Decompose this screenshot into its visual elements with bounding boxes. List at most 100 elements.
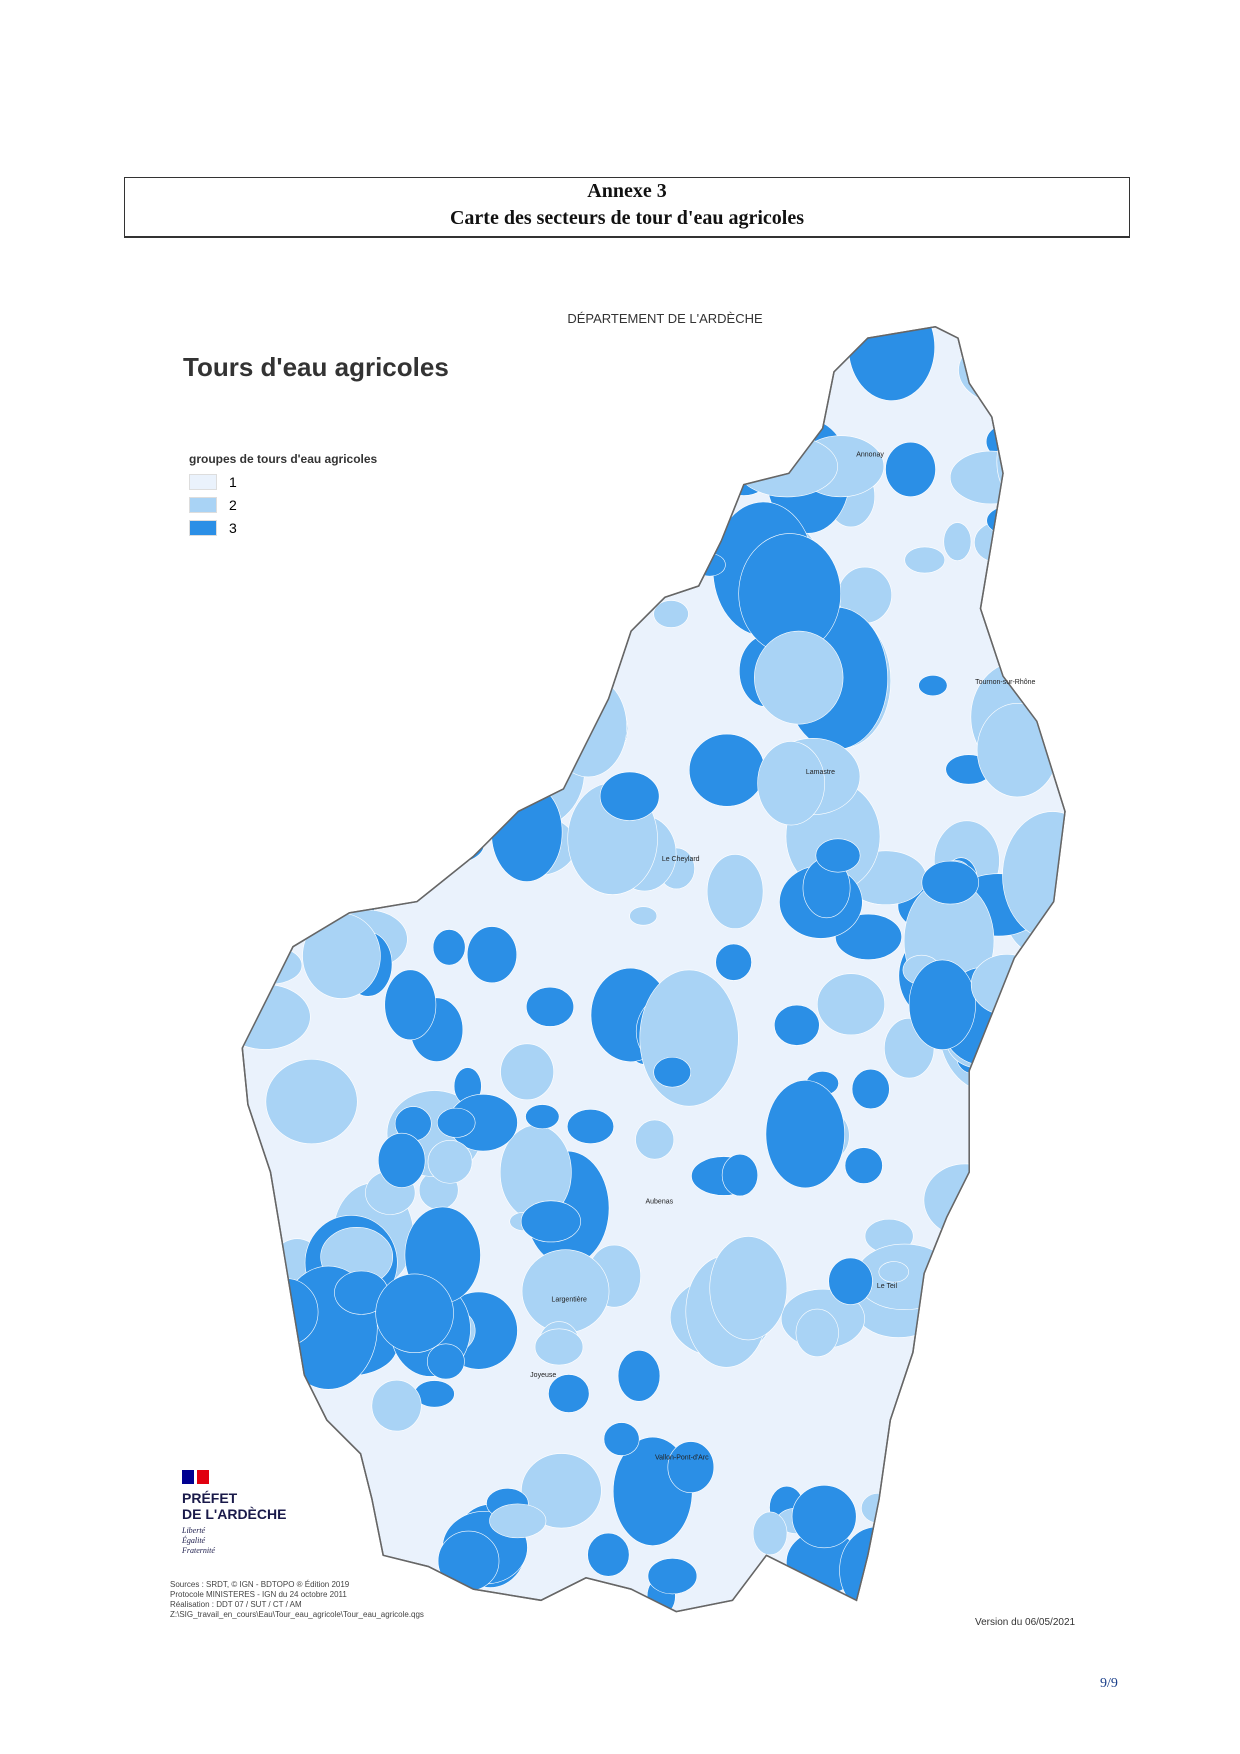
- place-label: Annonay: [856, 451, 884, 458]
- sector: [721, 1153, 759, 1197]
- sector: [566, 1109, 615, 1144]
- legend-swatch: [189, 473, 217, 490]
- sector: [861, 1493, 896, 1524]
- sector: [948, 1238, 980, 1270]
- sector: [404, 584, 465, 650]
- sector: [265, 1059, 358, 1145]
- sector: [617, 1350, 661, 1402]
- legend-label: 3: [229, 519, 237, 536]
- sector: [966, 1343, 1000, 1368]
- sector: [1031, 1158, 1066, 1188]
- sector: [242, 946, 303, 985]
- sector: [437, 1530, 500, 1592]
- version: Version du 06/05/2021: [975, 1617, 1076, 1628]
- sector: [613, 326, 685, 406]
- sector: [791, 1485, 857, 1549]
- logo-motto: Égalité: [182, 1536, 206, 1545]
- source-line: Protocole MINISTERES - IGN du 24 octobre…: [170, 1590, 347, 1599]
- place-label: Largentière: [551, 1297, 587, 1304]
- map-title: Tours d'eau agricoles: [183, 352, 449, 382]
- logo-motto: Liberté: [182, 1526, 206, 1535]
- page-number: 9/9: [1100, 1676, 1118, 1691]
- sector: [709, 1236, 788, 1341]
- sector: [1002, 811, 1066, 940]
- sector: [302, 846, 331, 883]
- sector: [489, 1503, 547, 1539]
- sector: [548, 1374, 590, 1413]
- header-title: Annexe 3: [587, 180, 667, 202]
- place-label: Le Cheylard: [662, 856, 700, 863]
- sector: [286, 599, 326, 624]
- logo-flag: [182, 1470, 286, 1484]
- place-label: Aubenas: [645, 1199, 673, 1206]
- sector: [970, 954, 1044, 1016]
- sector: [976, 1281, 1036, 1334]
- sector: [242, 561, 323, 666]
- sector: [242, 696, 276, 769]
- sector: [481, 395, 515, 428]
- legend-swatch: [189, 519, 217, 536]
- sector: [330, 595, 398, 683]
- sector: [798, 326, 846, 365]
- sector: [525, 1104, 560, 1130]
- legend-title: groupes de tours d'eau agricoles: [189, 452, 378, 466]
- sector: [773, 1004, 820, 1046]
- sector: [500, 1043, 555, 1101]
- sector: [465, 505, 504, 549]
- sector: [294, 401, 337, 428]
- sector: [242, 764, 290, 814]
- sector: [511, 604, 562, 641]
- sector: [717, 449, 750, 476]
- sector: [591, 326, 622, 364]
- sector: [949, 450, 1033, 505]
- sector: [757, 741, 825, 826]
- sector: [943, 522, 972, 561]
- sector: [242, 984, 311, 1050]
- sector: [464, 612, 533, 665]
- sector: [908, 959, 976, 1050]
- sector: [375, 1273, 454, 1354]
- logo-line1: PRÉFET: [182, 1490, 238, 1506]
- sector: [958, 336, 1050, 405]
- legend-label: 1: [229, 473, 237, 490]
- sector: [426, 1343, 465, 1380]
- sector: [377, 1132, 426, 1188]
- sources: Sources : SRDT, © IGN - BDTOPO ® Édition…: [170, 1580, 424, 1620]
- sector: [436, 653, 484, 698]
- source-line: Sources : SRDT, © IGN - BDTOPO ® Édition…: [170, 1580, 350, 1589]
- place-label: Le Teil: [877, 1283, 898, 1290]
- sector: [534, 1328, 584, 1366]
- sector: [611, 383, 707, 472]
- sector: [816, 973, 886, 1036]
- sector: [904, 546, 946, 574]
- sector: [706, 854, 764, 929]
- sector: [1030, 653, 1063, 681]
- sector: [754, 630, 844, 725]
- sector: [599, 771, 660, 821]
- sector: [982, 1311, 1066, 1395]
- sector: [885, 441, 936, 497]
- sector: [447, 326, 510, 354]
- sector: [752, 1511, 788, 1556]
- sector: [242, 921, 279, 965]
- sector: [310, 832, 356, 862]
- sector: [868, 1583, 906, 1612]
- sector: [525, 986, 575, 1027]
- sector: [514, 717, 555, 761]
- sector: [688, 733, 765, 807]
- sector: [635, 1119, 675, 1160]
- sector: [318, 551, 371, 591]
- sector: [636, 339, 695, 405]
- sector: [795, 1308, 839, 1357]
- sector: [851, 1068, 890, 1110]
- sector: [923, 1163, 1007, 1237]
- sector: [624, 377, 674, 410]
- sector: [647, 1558, 698, 1595]
- sector: [388, 609, 448, 677]
- sector: [451, 747, 498, 793]
- sector: [467, 468, 504, 503]
- sector: [844, 1147, 883, 1184]
- sector: [629, 906, 658, 926]
- sector: [921, 860, 979, 905]
